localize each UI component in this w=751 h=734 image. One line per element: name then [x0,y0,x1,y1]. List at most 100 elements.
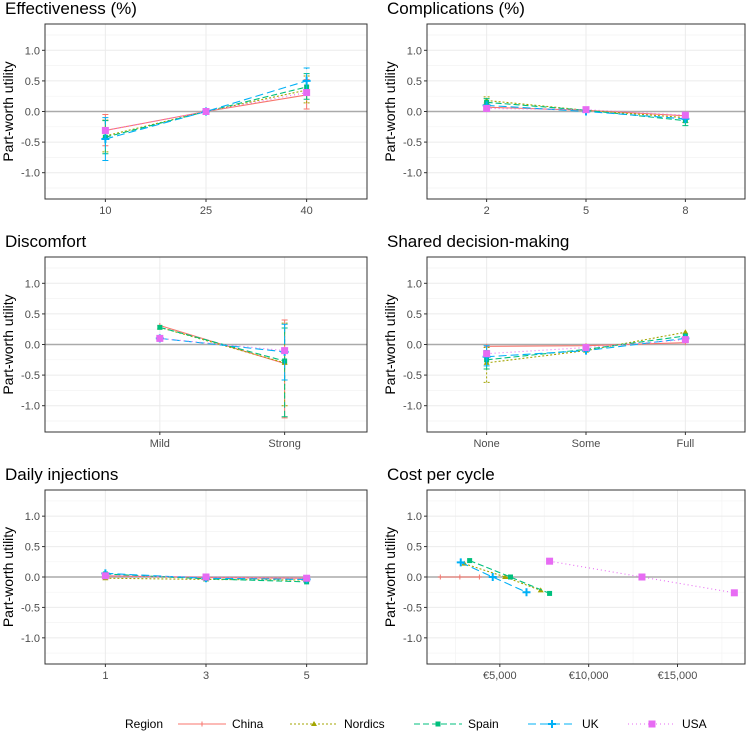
point-marker [476,574,482,580]
series-usa [483,336,689,358]
series-usa [156,334,289,355]
point-marker [435,721,441,727]
series-line [549,560,735,594]
point-marker [303,89,311,97]
point-marker [522,588,531,597]
point-marker [507,574,513,580]
series-china [157,319,288,419]
point-marker [648,720,656,728]
y-tick-label: 0.0 [407,572,422,584]
x-tick-label: €5,000 [483,670,517,682]
x-tick-label: 25 [200,205,212,217]
panel-border [44,489,368,665]
x-tick-label: 10 [99,205,111,217]
x-tick-label: 2 [484,205,490,217]
y-tick-label: 1.0 [407,278,422,290]
x-tick-label: Some [572,438,601,450]
y-axis-label: Part-worth utility [382,61,398,161]
y-tick-label: 0.5 [25,542,40,554]
x-tick-label: 5 [583,205,589,217]
point-marker [101,135,110,144]
point-marker [682,329,689,335]
y-tick-label: 0.0 [25,107,40,119]
legend: Region China Nordics Spain UK USA [125,717,707,731]
error-bar [102,117,109,161]
y-tick-label: -1.0 [21,633,40,645]
panel-title: Effectiveness (%) [5,0,137,18]
panel-title: Shared decision-making [387,232,569,251]
y-tick-label: -1.0 [21,168,40,180]
y-tick-label: 0.5 [25,76,40,88]
y-tick-label: -1.0 [403,633,422,645]
panel-border [426,256,746,433]
point-marker [582,344,590,352]
series-usa [101,89,311,134]
y-tick-label: -1.0 [403,168,422,180]
panel-border [44,23,368,200]
legend-item-usa[interactable]: USA [628,717,707,731]
panel-border [426,489,746,665]
series-line [486,99,686,119]
series-usa [483,104,689,119]
series-uk [155,323,289,381]
x-tick-label: 5 [304,670,310,682]
point-marker [483,350,491,358]
panel-title: Daily injections [5,465,118,484]
panel-title: Cost per cycle [387,465,495,484]
x-tick-label: Strong [268,438,300,450]
y-tick-label: 0.0 [25,340,40,352]
point-marker [302,76,311,85]
panel-border [426,23,746,200]
series-line [159,326,285,362]
y-tick-label: -0.5 [21,370,40,382]
series-line [159,337,285,353]
y-tick-label: -0.5 [21,137,40,149]
y-tick-label: 0.0 [25,572,40,584]
x-tick-label: 8 [682,205,688,217]
point-marker [547,590,553,596]
y-tick-label: -1.0 [403,401,422,413]
y-tick-label: 0.5 [25,309,40,321]
legend-item-china[interactable]: China [178,717,264,731]
point-marker [303,574,311,582]
legend-item-nordics[interactable]: Nordics [290,717,385,731]
legend-item-uk[interactable]: UK [528,717,599,731]
point-marker [467,558,473,564]
x-tick-label: Full [677,438,695,450]
y-tick-label: 1.0 [407,45,422,57]
series-china [437,574,482,580]
x-tick-label: None [473,438,499,450]
error-bar [483,345,490,367]
x-tick-label: 3 [203,670,209,682]
point-marker [502,574,509,579]
point-marker [638,573,646,581]
point-marker [582,106,590,114]
point-marker [681,111,689,119]
series-spain [157,324,288,418]
series-line [464,563,541,591]
point-marker [202,108,210,115]
x-tick-label: €15,000 [658,670,698,682]
legend-label: China [232,717,264,731]
y-axis-label: Part-worth utility [0,61,16,161]
point-marker [456,558,465,567]
y-tick-label: 1.0 [25,45,40,57]
point-marker [483,104,491,112]
legend-item-spain[interactable]: Spain [414,717,499,731]
y-tick-label: 0.5 [407,309,422,321]
y-tick-label: -0.5 [403,602,422,614]
panel-daily-injections: Daily injections Part-worth utility -1.0 -0… [0,465,368,682]
y-tick-label: 1.0 [25,511,40,523]
y-tick-label: 1.0 [407,511,422,523]
point-marker [488,573,497,581]
point-marker [157,324,163,330]
point-marker [199,721,205,727]
panel-discomfort: Discomfort Part-worth utility -1.0 -0.5 0.0 0… [0,232,368,450]
series-line [105,89,307,137]
y-tick-label: 1.0 [25,278,40,290]
y-tick-label: 0.0 [407,107,422,119]
series-usa [101,572,311,582]
point-marker [546,557,554,565]
series-uk [456,558,531,597]
